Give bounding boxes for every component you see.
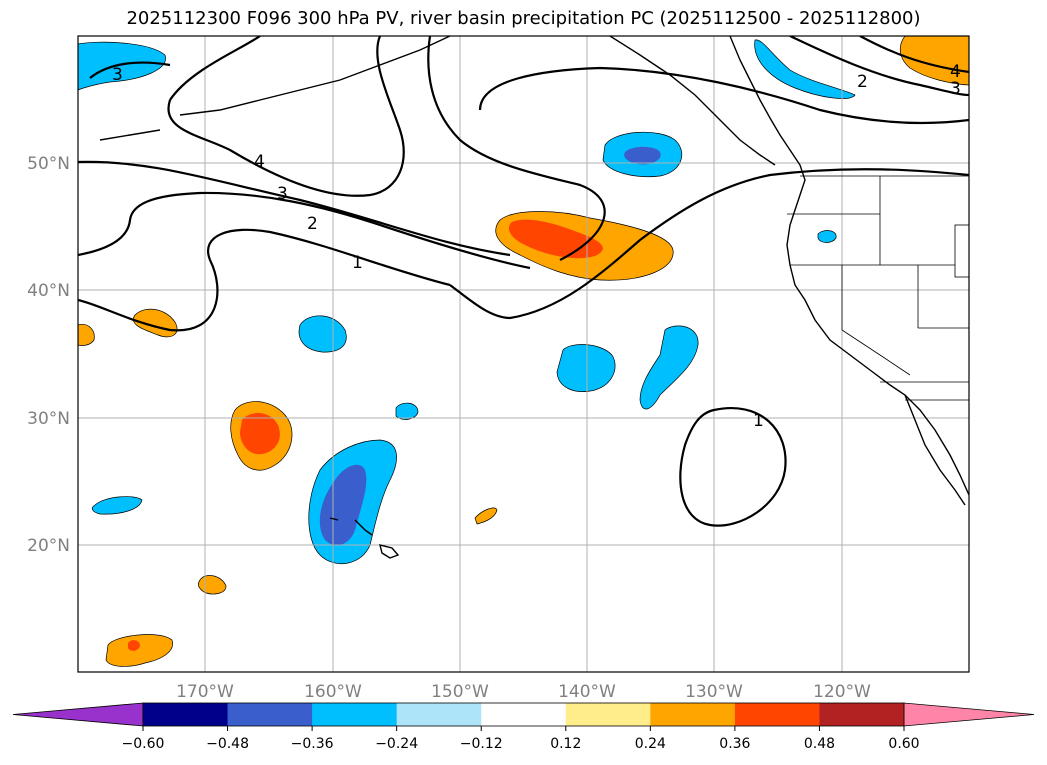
colorbar-tick-label: 0.24: [635, 736, 666, 752]
colorbar-segment: [227, 703, 313, 726]
contour-label: 4: [950, 62, 961, 82]
colorbar-segment: [650, 703, 736, 726]
colorbar-segment: [734, 703, 820, 726]
colorbar-segment: [396, 703, 482, 726]
colorbar-tick-label: −0.12: [460, 736, 503, 752]
coastlines: [99, 36, 969, 559]
cyan-blob-oregon: [817, 230, 837, 243]
orange-blob-small-4: [474, 507, 498, 525]
cyan-blob-northwest: [78, 41, 166, 91]
colorbar: −0.60 −0.48 −0.36 −0.24 −0.12 0.12 0.24 0.36 0.4…: [12, 702, 1035, 752]
lat-label: 50°N: [27, 154, 70, 174]
contour-label: 2: [857, 72, 868, 92]
contour-label: 1: [352, 253, 363, 273]
blue-core-hawaii: [319, 464, 367, 546]
colorbar-tick-label: −0.36: [291, 736, 334, 752]
state-borders: [787, 175, 969, 401]
contour-label: 3: [950, 79, 961, 99]
pv-contour-upper: [167, 36, 405, 197]
lat-label: 30°N: [27, 409, 70, 429]
shaded-fields: [78, 36, 969, 667]
cyan-streak-central: [639, 325, 699, 410]
contour-label: 1: [753, 411, 764, 431]
colorbar-tick-label: 0.36: [719, 736, 750, 752]
contour-label: 2: [307, 214, 318, 234]
colorbar-right-arrow: [903, 702, 1035, 727]
orange-blob-northeast: [899, 36, 969, 86]
pv-contour-ne: [789, 36, 969, 97]
contour-label: 4: [254, 152, 265, 172]
contour-label: 3: [277, 184, 288, 204]
pv-contour-2: [78, 228, 451, 332]
orange-blob-small-2: [78, 324, 95, 346]
blue-core-gulf-alaska: [624, 146, 661, 165]
colorbar-tick-label: −0.48: [206, 736, 249, 752]
map-frame: [77, 35, 970, 673]
red-dot-southwest: [128, 640, 140, 651]
colorbar-segment: [565, 703, 651, 726]
lon-label: 120°W: [813, 682, 871, 702]
pv-contour-4: [78, 160, 511, 257]
colorbar-tick-label: −0.60: [122, 736, 165, 752]
colorbar-tick-label: 0.60: [888, 736, 919, 752]
lon-label: 160°W: [304, 682, 362, 702]
pv-contour-loop-1: [679, 407, 787, 527]
pv-contour-gulf: [427, 36, 969, 261]
cyan-blob-small-2: [395, 402, 419, 420]
orange-blob-southwest: [105, 634, 173, 667]
colorbar-left-arrow: [12, 702, 144, 727]
red-core-west: [240, 413, 280, 455]
lon-label: 150°W: [431, 682, 489, 702]
colorbar-tick-label: 0.12: [550, 736, 581, 752]
colorbar-segment: [819, 703, 905, 726]
map-area: [78, 36, 969, 672]
colorbar-segment: [481, 703, 567, 726]
contour-labels: 3 4 3 2 1 2 4 3 1: [112, 62, 961, 431]
pv-contours: [78, 36, 969, 527]
pv-contour-3: [78, 191, 531, 270]
lat-label: 40°N: [27, 281, 70, 301]
pv-contour-nw-3: [89, 61, 171, 79]
contour-label: 3: [112, 65, 123, 85]
latitude-labels: 50°N 40°N 30°N 20°N: [27, 154, 70, 556]
colorbar-segment: [143, 703, 229, 726]
colorbar-frame: [142, 702, 905, 727]
colorbar-tick-label: −0.24: [375, 736, 418, 752]
lat-label: 20°N: [27, 536, 70, 556]
longitude-labels: 170°W 160°W 150°W 140°W 130°W 120°W: [176, 682, 871, 702]
cyan-blob-southwest: [91, 496, 143, 515]
lon-label: 130°W: [685, 682, 743, 702]
pv-contour-1: [449, 168, 969, 320]
lon-label: 140°W: [558, 682, 616, 702]
cyan-blob-small-1: [298, 315, 347, 353]
cyan-streak-northeast: [754, 39, 856, 99]
colorbar-tick-label: 0.48: [804, 736, 835, 752]
graticule: [78, 36, 969, 672]
chart-title: 2025112300 F096 300 hPa PV, river basin …: [126, 8, 921, 29]
lon-label: 170°W: [176, 682, 234, 702]
colorbar-segment: [312, 703, 398, 726]
